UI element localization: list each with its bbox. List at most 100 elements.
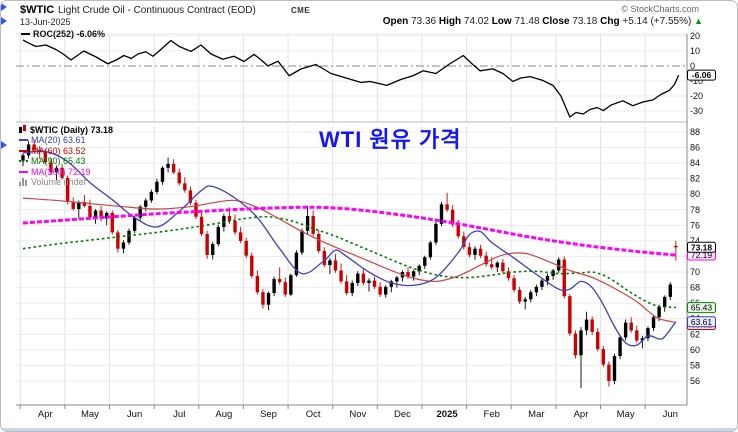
candle-body — [551, 270, 555, 276]
candle-body — [623, 322, 628, 338]
legend-title-row: $WTIC (Daily) 73.18 — [19, 125, 113, 135]
ma-line-MA90 — [22, 215, 676, 309]
candle-body — [199, 216, 204, 234]
candle-body — [177, 172, 181, 184]
candle-body — [540, 280, 544, 287]
candle-body — [283, 282, 287, 295]
candle-body — [105, 212, 109, 219]
close-label: Close — [542, 16, 570, 27]
x-axis-label: May — [617, 409, 635, 420]
axis-label-box — [687, 316, 716, 328]
roc-ytick-label: 20 — [690, 31, 700, 41]
candle-body — [339, 270, 343, 282]
x-axis-label: Nov — [349, 409, 366, 420]
candle-body — [506, 271, 511, 279]
legend-volume: Volume undef — [31, 176, 87, 187]
candle-body — [618, 337, 622, 357]
price-ytick-label: 56 — [690, 376, 700, 386]
candle-body — [211, 244, 215, 255]
candle-body — [277, 279, 282, 283]
bottom-edge-strip — [1, 428, 737, 431]
legend-ma20: MA(20) 63.61 — [31, 135, 86, 146]
copyright: © StockCharts.com — [621, 4, 699, 14]
candle-body — [367, 280, 371, 283]
candle-body — [568, 296, 572, 334]
candle-body — [378, 286, 382, 295]
roc-ytick-label: 0 — [690, 61, 695, 71]
candle-body — [350, 282, 354, 294]
candle-body — [596, 331, 600, 350]
candle-body — [651, 317, 656, 329]
candle-body — [305, 216, 310, 231]
candle-body — [82, 202, 87, 206]
candle-body — [300, 230, 304, 253]
candle-body — [121, 242, 126, 249]
ma-line-MA300 — [22, 205, 676, 257]
candle-body — [194, 202, 198, 217]
candle-body — [579, 330, 583, 356]
candle-body — [674, 245, 678, 248]
candle-body — [668, 284, 672, 297]
price-ytick-label: 84 — [690, 158, 700, 168]
ma20-swatch — [19, 139, 28, 142]
candle-body — [612, 356, 617, 381]
candle-body — [529, 292, 533, 300]
candle-body — [361, 273, 366, 283]
candle-body — [562, 259, 566, 297]
candle-body — [439, 204, 444, 224]
page-bullet-artifact — [1, 17, 7, 25]
axis-label-box-text: 73.18 — [691, 242, 713, 252]
price-ytick-label: 58 — [690, 360, 700, 370]
roc-ytick-label: 10 — [690, 46, 700, 56]
candle-body — [188, 190, 193, 203]
candle-body — [490, 264, 494, 268]
ma60-swatch — [19, 149, 28, 152]
candle-body — [149, 191, 154, 201]
candle-body — [26, 144, 31, 156]
price-ytick-label: 80 — [690, 189, 700, 199]
candle-body — [384, 286, 388, 295]
price-ytick-label: 86 — [690, 143, 700, 153]
roc-ytick-label: -20 — [690, 91, 703, 101]
candle-body — [205, 233, 209, 255]
ma300-swatch — [19, 170, 28, 173]
candle-body — [484, 255, 488, 265]
legend-ma60-row: MA(60) 63.52 — [19, 146, 113, 156]
price-ytick-label: 76 — [690, 220, 700, 230]
candle-body — [77, 202, 81, 210]
x-axis-label: Jun — [127, 409, 142, 420]
candle-body — [495, 262, 499, 268]
candle-body — [573, 333, 578, 356]
candle-body — [21, 155, 25, 161]
candlestick-icon — [19, 125, 27, 134]
candle-body — [272, 279, 276, 294]
candle-body — [389, 281, 393, 287]
candle-body — [657, 307, 661, 318]
candle-body — [428, 242, 433, 258]
price-ytick-label: 78 — [690, 205, 700, 215]
ma90-swatch — [19, 160, 28, 163]
candle-body — [43, 152, 48, 163]
candle-body — [356, 273, 360, 283]
candle-body — [333, 260, 338, 271]
price-ytick-label: 88 — [690, 127, 700, 137]
candle-body — [445, 204, 449, 210]
candle-body — [261, 292, 265, 305]
candle-body — [411, 271, 416, 277]
candle-body — [127, 230, 131, 243]
candle-body — [523, 299, 527, 302]
axis-label-box-text: 72.19 — [691, 250, 713, 260]
candle-body — [434, 223, 438, 243]
candle-body — [227, 216, 232, 221]
legend-ma90-row: MA(90) 65.43 — [19, 156, 113, 166]
candle-body — [456, 224, 460, 237]
roc-legend-label: ROC(252) -6.06% — [33, 29, 106, 39]
legend-volume-row: Volume undef — [19, 177, 113, 187]
candle-body — [545, 275, 550, 281]
candle-body — [322, 251, 327, 266]
candle-body — [266, 293, 271, 305]
chart-date: 13-Jun-2025 — [20, 17, 71, 27]
candle-body — [155, 181, 159, 192]
axis-label-box-text: 65.43 — [691, 303, 713, 313]
x-axis-label: Feb — [484, 409, 500, 420]
